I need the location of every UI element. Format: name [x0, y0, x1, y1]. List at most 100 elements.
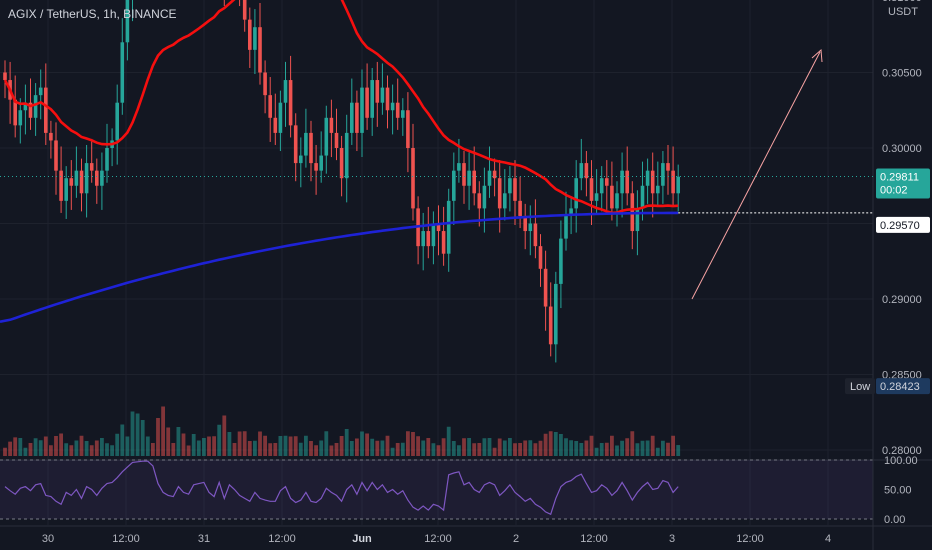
candle-body	[579, 163, 584, 179]
volume-bar	[630, 431, 635, 456]
candle-body	[584, 163, 589, 179]
volume-bar	[645, 440, 650, 456]
volume-bar	[84, 441, 89, 456]
volume-bar	[497, 438, 502, 456]
low-label: Low	[850, 381, 870, 393]
candle-body	[268, 95, 272, 118]
candle-body	[411, 148, 415, 209]
volume-bar	[553, 432, 558, 456]
volume-bar	[523, 440, 528, 456]
candle-body	[395, 102, 400, 118]
candle-body	[314, 163, 318, 171]
chart-grid	[0, 0, 932, 525]
candle-body	[406, 110, 410, 148]
volume-bar	[3, 447, 7, 456]
volume-bar	[161, 406, 165, 456]
volume-bar	[186, 445, 191, 456]
volume-bar	[416, 436, 420, 456]
volume-bar	[171, 443, 176, 456]
time-label: 12:00	[424, 533, 452, 545]
volume-bar	[64, 443, 69, 456]
volume-bar	[202, 438, 206, 456]
candle-body	[635, 208, 640, 232]
ma-fast-line	[3, 0, 679, 215]
volume-bar	[181, 433, 186, 456]
candle-body	[304, 132, 308, 156]
volume-bar	[130, 411, 135, 456]
candle-body	[656, 185, 660, 194]
volume-bar	[69, 445, 74, 456]
volume-bar	[145, 436, 150, 456]
forecast-arrow-head	[811, 48, 823, 63]
candle-body	[446, 200, 451, 254]
volume-bar	[411, 432, 415, 456]
volume-bar	[610, 435, 614, 456]
volume-bar	[650, 435, 655, 456]
volume-bar	[263, 435, 267, 456]
volume-bar	[293, 436, 298, 456]
currency-label: USDT	[888, 6, 918, 18]
volume-bar	[94, 440, 99, 456]
candle-body	[436, 223, 441, 232]
candle-body	[59, 170, 63, 201]
volume-bar	[477, 443, 482, 456]
chart-title: AGIX / TetherUS, 1h, BINANCE	[8, 7, 177, 21]
candle-body	[671, 170, 675, 194]
volume-bar	[115, 433, 120, 456]
volume-bar	[661, 440, 665, 456]
time-label: 3	[669, 533, 675, 545]
volume-bar	[212, 436, 216, 456]
candle-body	[44, 87, 48, 133]
price-axis: 0.335000.330000.325000.320000.315000.310…	[872, 0, 922, 550]
candle-body	[426, 231, 431, 247]
candle-body	[38, 87, 43, 96]
volume-bar	[222, 415, 227, 456]
volume-bar	[589, 435, 594, 456]
volume-bar	[344, 429, 349, 456]
candle-body	[28, 102, 33, 118]
candle-body	[288, 80, 293, 126]
volume-bar	[584, 440, 589, 456]
candle-body	[452, 170, 456, 201]
volume-bar	[268, 443, 273, 456]
volume-bar	[543, 433, 548, 456]
volume-bar	[528, 440, 533, 456]
candle-body	[457, 163, 461, 171]
candle-body	[523, 215, 527, 232]
volume-bar	[156, 418, 160, 456]
volume-bar	[406, 431, 410, 456]
volume-bar	[120, 424, 125, 456]
volume-bar	[79, 435, 84, 456]
candle-body	[615, 193, 619, 209]
volume-bar	[375, 440, 380, 456]
candle-body	[559, 238, 563, 284]
volume-bar	[518, 443, 522, 456]
candle-body	[528, 223, 533, 232]
candle-body	[370, 80, 374, 118]
volume-bar	[462, 438, 466, 456]
volume-bar	[319, 440, 324, 456]
moving-averages	[0, 0, 679, 323]
candle-body	[309, 132, 313, 164]
volume-bar	[482, 438, 487, 456]
volume-bar	[467, 438, 471, 456]
candle-body	[95, 170, 99, 186]
volume-bar	[472, 443, 477, 456]
volume-bar	[278, 436, 283, 456]
time-label: 12:00	[112, 533, 140, 545]
volume-bar	[487, 438, 492, 456]
candle-body	[89, 163, 94, 171]
volume-bar	[309, 441, 313, 456]
volume-bar	[538, 440, 543, 456]
volume-bar	[242, 431, 247, 456]
volume-bar	[436, 445, 441, 456]
candle-body	[375, 80, 380, 103]
candle-body	[431, 223, 436, 247]
candle-body	[390, 102, 395, 111]
candle-body	[554, 283, 558, 345]
volume-bar	[604, 442, 609, 456]
candle-body	[263, 72, 267, 96]
candle-body	[599, 178, 604, 194]
candle-body	[508, 178, 512, 194]
